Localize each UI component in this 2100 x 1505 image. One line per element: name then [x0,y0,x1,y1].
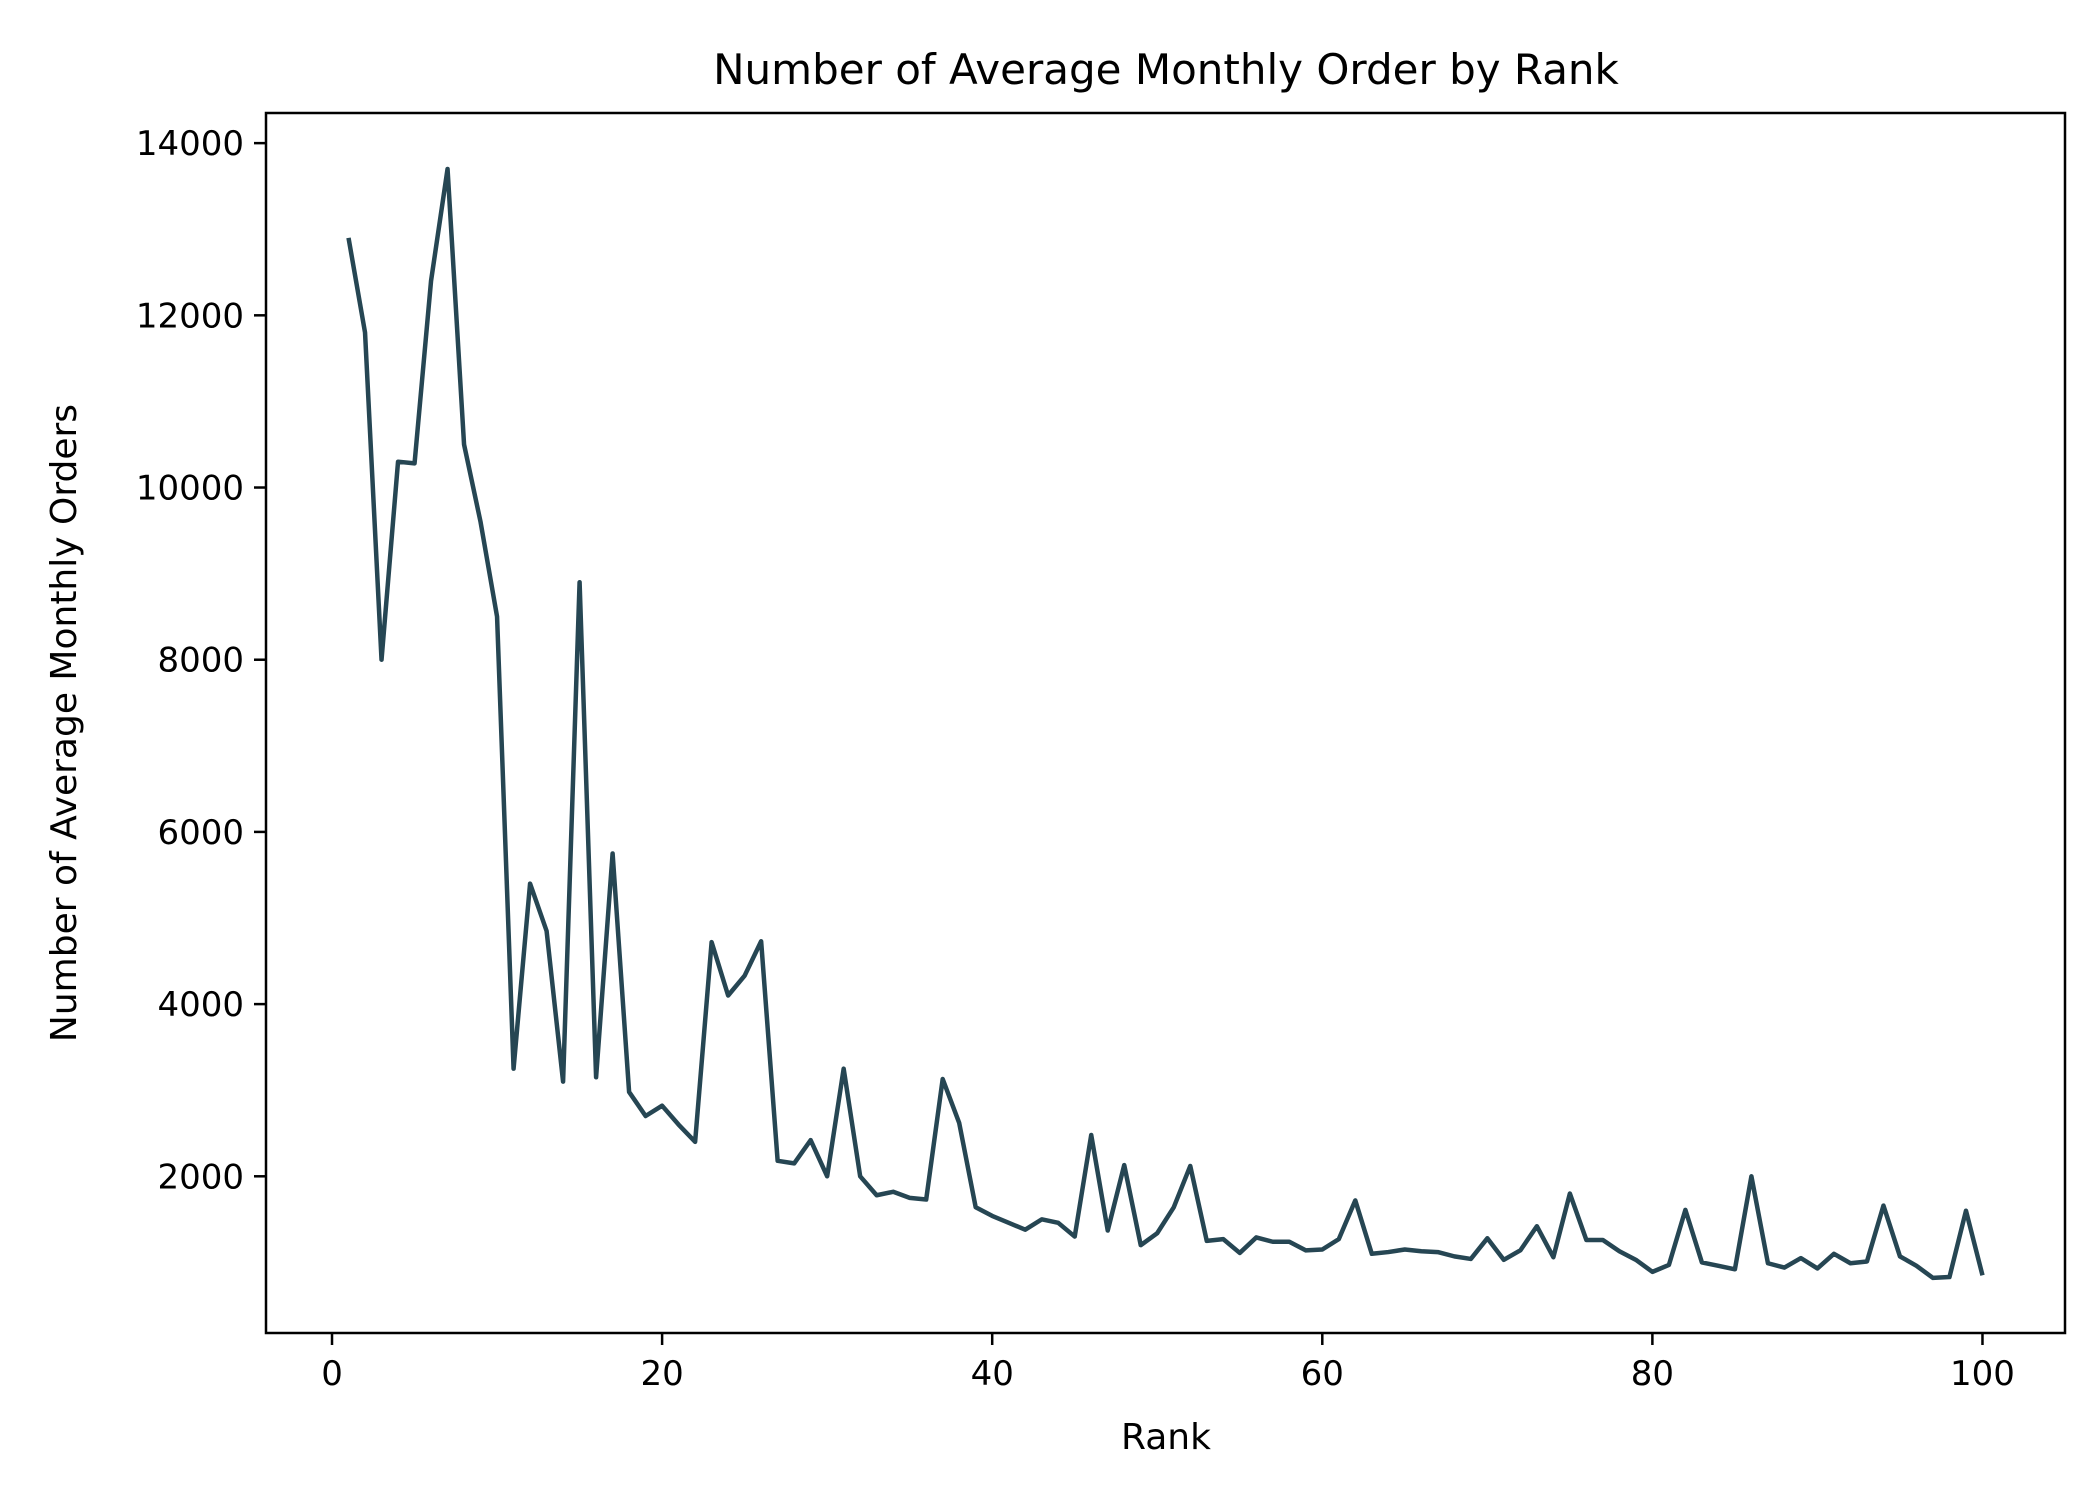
x-tick-label: 0 [321,1354,343,1394]
y-tick-label: 10000 [136,469,244,509]
y-tick-label: 4000 [157,985,244,1025]
x-tick-label: 40 [971,1354,1014,1394]
x-tick-label: 60 [1301,1354,1344,1394]
plot-area [346,166,1985,1281]
plot-frame [264,111,2067,1335]
x-tick-label: 80 [1631,1354,1674,1394]
y-tick-label: 12000 [136,296,244,336]
y-axis: 2000 4000 6000 8000 10000 12000 14000 [136,124,266,1197]
series-line [346,166,1985,1281]
y-tick-label: 14000 [136,124,244,164]
x-axis-label: Rank [1121,1417,1211,1458]
x-axis: 0 20 40 60 80 100 [321,1333,2015,1394]
y-axis-label: Number of Average Monthly Orders [44,404,85,1042]
x-tick-label: 100 [1950,1354,2015,1394]
x-tick-label: 20 [640,1354,683,1394]
y-tick-label: 8000 [157,641,244,681]
chart-title: Number of Average Monthly Order by Rank [713,45,1619,94]
y-tick-label: 6000 [157,813,244,853]
y-tick-label: 2000 [157,1157,244,1197]
